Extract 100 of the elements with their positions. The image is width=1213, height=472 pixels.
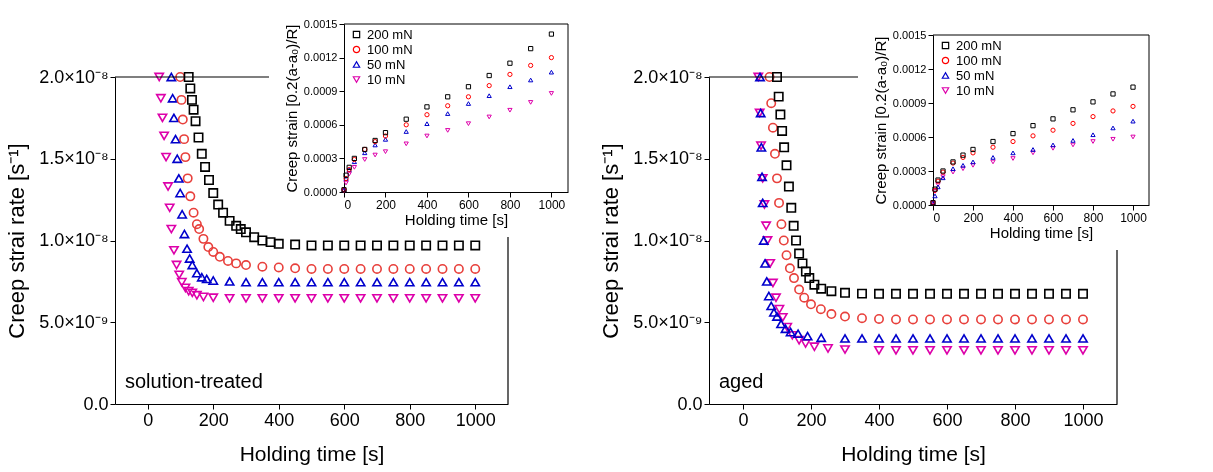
x-tick-label: 600	[932, 409, 963, 430]
point	[388, 240, 399, 251]
point	[177, 114, 188, 125]
point	[1078, 345, 1088, 355]
point	[806, 299, 816, 310]
point	[403, 116, 409, 122]
point	[874, 334, 884, 343]
point	[891, 345, 901, 355]
point	[290, 293, 301, 303]
point	[976, 314, 986, 325]
point	[976, 334, 986, 343]
point	[273, 293, 284, 303]
point	[168, 113, 179, 123]
y-axis-title: Creep strai rate [s⁻¹]	[4, 143, 30, 339]
point	[453, 277, 464, 287]
point	[1027, 345, 1037, 355]
point	[403, 141, 409, 147]
point	[789, 273, 799, 284]
point	[816, 333, 827, 343]
point	[157, 113, 168, 123]
legend-label: 10 mN	[956, 82, 995, 98]
point	[765, 258, 776, 268]
point	[826, 286, 837, 297]
x-tick-label: 1000	[1120, 210, 1148, 225]
point	[465, 101, 472, 106]
point	[404, 240, 415, 251]
x-tick-label: 600	[1043, 210, 1064, 225]
point	[208, 276, 219, 285]
point	[1030, 123, 1036, 129]
point	[769, 148, 780, 159]
point	[1030, 133, 1036, 139]
x-tick-label: 0	[344, 197, 352, 212]
point	[891, 314, 901, 325]
point	[306, 240, 317, 251]
point	[362, 150, 368, 156]
point	[908, 288, 918, 299]
point	[204, 175, 214, 185]
point	[925, 288, 935, 299]
point	[223, 255, 233, 266]
point	[788, 220, 799, 231]
y-tick-label: 2.0×10⁻⁸	[633, 66, 703, 87]
x-axis-title: Holding time [s]	[989, 223, 1094, 241]
point	[306, 263, 317, 274]
point	[351, 165, 357, 170]
point	[437, 293, 448, 303]
y-tick-label: 0.0009	[892, 96, 927, 109]
y-tick-label: 0.0003	[892, 164, 927, 177]
y-tick-label: 5.0×10⁻⁹	[39, 311, 109, 332]
point	[421, 277, 432, 287]
point	[470, 263, 481, 274]
point	[1078, 288, 1088, 299]
point	[800, 339, 811, 348]
point	[1078, 314, 1088, 325]
point	[778, 235, 789, 246]
point	[942, 334, 952, 343]
point	[840, 287, 850, 298]
x-tick-label: 400	[264, 409, 295, 430]
point	[171, 260, 182, 270]
y-tick-label: 1.0×10⁻⁸	[39, 230, 109, 250]
x-tick-label: 0	[933, 210, 941, 225]
point	[191, 219, 202, 230]
point	[198, 233, 209, 244]
point	[187, 288, 198, 298]
legend-label: 10 mN	[367, 71, 406, 87]
annotation: solution-treated	[125, 370, 263, 392]
point	[290, 277, 301, 287]
point	[273, 238, 284, 249]
point	[362, 157, 368, 162]
point	[173, 173, 184, 183]
point	[241, 277, 251, 287]
point	[424, 104, 430, 110]
point	[421, 263, 432, 274]
point	[840, 345, 850, 354]
point	[993, 314, 1003, 325]
point	[177, 209, 188, 219]
x-tick-label: 800	[1000, 409, 1031, 430]
point	[191, 268, 202, 278]
point	[775, 109, 786, 120]
point	[186, 94, 197, 105]
point	[470, 293, 481, 303]
point	[826, 309, 837, 320]
point	[772, 173, 782, 184]
point	[990, 144, 996, 150]
point	[794, 248, 805, 259]
point	[355, 277, 366, 287]
point	[1030, 147, 1036, 152]
point	[809, 279, 820, 290]
y-axis-title: Creep strain [0.2(a-a₀)/R]	[282, 24, 300, 193]
point	[976, 288, 986, 299]
point	[159, 131, 170, 141]
point	[437, 277, 448, 287]
y-tick-label: 0.0012	[892, 62, 927, 75]
y-tick-label: 0.0003	[303, 151, 338, 164]
x-tick-label: 200	[796, 409, 827, 430]
point	[224, 276, 235, 286]
point	[190, 116, 201, 127]
legend-label: 200 mN	[367, 26, 413, 42]
point	[208, 293, 219, 303]
point	[791, 235, 802, 246]
point	[1010, 314, 1020, 325]
